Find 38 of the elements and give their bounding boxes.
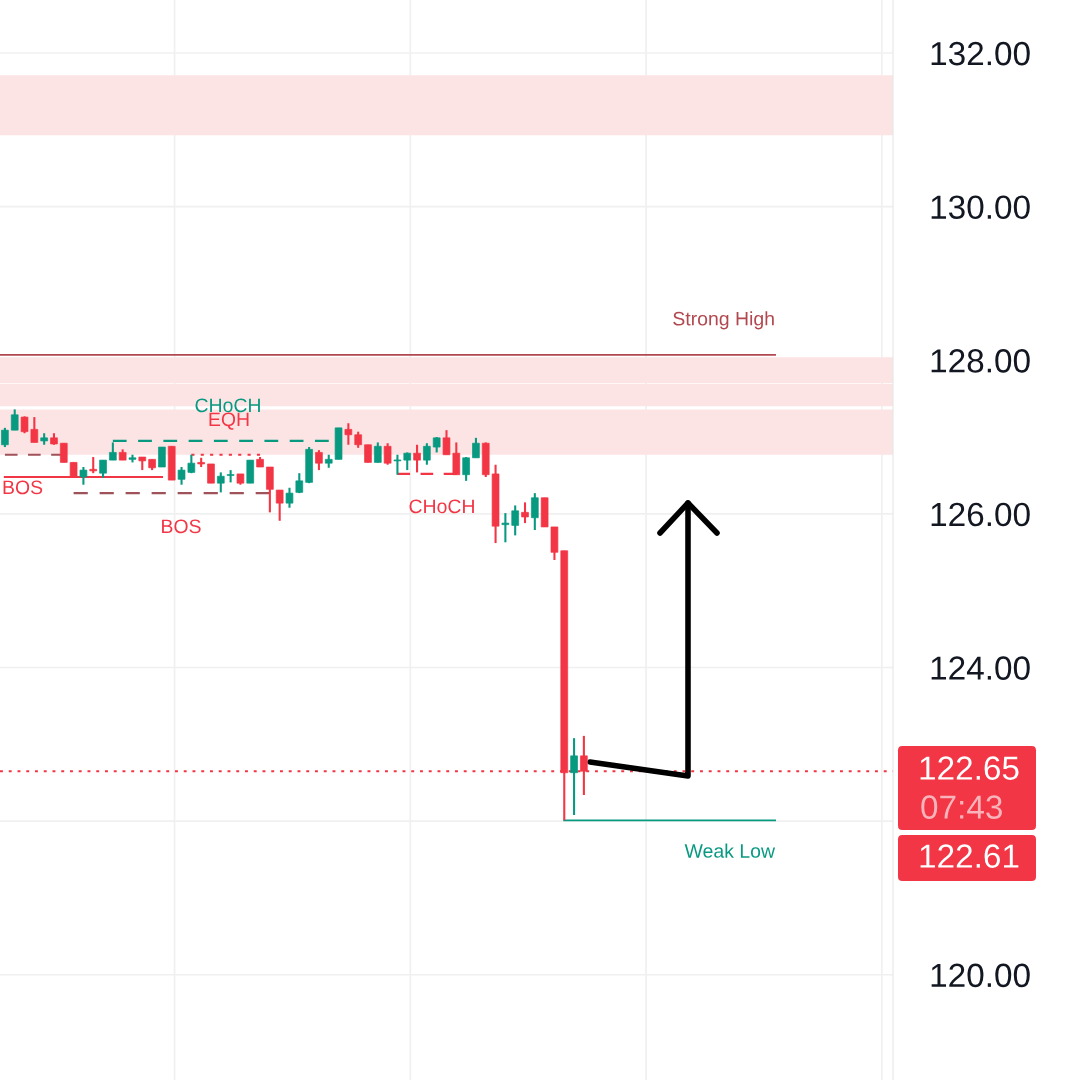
candlestick — [266, 465, 274, 514]
candlestick — [423, 442, 431, 466]
text: 07:43 — [921, 795, 1002, 819]
ref-line-label: 122.65 — [920, 756, 1019, 780]
candlestick — [521, 501, 529, 525]
candlestick — [10, 408, 19, 432]
annotation: BOS — [162, 519, 201, 534]
annotation: EQH — [209, 412, 249, 430]
y-tick-label: 120.00 — [931, 963, 1030, 988]
candlestick — [462, 456, 470, 482]
ref-line-label: Strong High — [673, 311, 774, 330]
annotation: BOS — [3, 480, 43, 495]
annotation: CHoCH — [409, 499, 474, 514]
candlestick — [315, 449, 323, 472]
candlestick — [60, 442, 68, 464]
candlestick — [207, 462, 215, 485]
candlestick — [344, 422, 353, 446]
candlestick — [413, 443, 421, 474]
candlestick — [570, 737, 578, 817]
candlestick — [501, 512, 510, 544]
candlestick — [275, 489, 284, 522]
candlestick — [511, 504, 519, 537]
y-tick-label: 126.00 — [931, 502, 1030, 527]
candlestick — [217, 471, 225, 494]
candlestick — [246, 459, 255, 485]
y-tick-label: 124.00 — [931, 656, 1030, 680]
y-tick-label: 128.00 — [931, 349, 1030, 373]
ref-line-label: Weak Low — [684, 843, 776, 858]
candlestick — [1, 426, 9, 449]
candlestick — [383, 442, 392, 466]
annotation: CHoCH — [195, 398, 260, 413]
y-tick-label: 130.00 — [931, 195, 1030, 220]
candlestick — [472, 436, 480, 459]
candlestick — [531, 492, 539, 532]
y-tick-label: 132.00 — [931, 41, 1030, 66]
text: 122.61 — [920, 844, 1019, 868]
candlestick — [374, 441, 382, 464]
candlestick — [158, 446, 166, 469]
